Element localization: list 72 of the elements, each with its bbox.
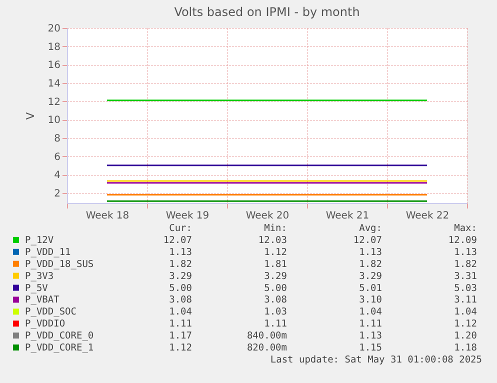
text: 1.13 bbox=[169, 246, 192, 258]
text: 1.12 bbox=[264, 246, 287, 258]
text: 1.11 bbox=[359, 318, 382, 330]
text: 12.09 bbox=[448, 234, 478, 246]
text: Cur: bbox=[169, 223, 192, 234]
text: 3.29 bbox=[169, 270, 192, 282]
legend-label: P_VDDIO bbox=[25, 318, 66, 330]
x-tick-label: Week 20 bbox=[246, 210, 290, 222]
text: 3.11 bbox=[454, 294, 478, 306]
text: 3.29 bbox=[359, 270, 382, 282]
y-tick-label: 8 bbox=[54, 133, 60, 144]
legend-label: P_12V bbox=[25, 234, 54, 246]
y-tick-label: 20 bbox=[48, 24, 60, 34]
x-tick-label: Week 18 bbox=[86, 210, 130, 222]
text: 1.13 bbox=[359, 246, 382, 258]
text: 5.00 bbox=[169, 282, 192, 294]
text: 1.13 bbox=[359, 330, 382, 342]
text: 12.07 bbox=[163, 234, 192, 246]
text: 1.81 bbox=[264, 258, 288, 270]
text: 1.12 bbox=[454, 318, 477, 330]
y-tick-label: 4 bbox=[54, 170, 60, 182]
legend-label: P_VDD_SOC bbox=[25, 306, 76, 318]
text: 840.00m bbox=[246, 330, 288, 342]
legend-label: P_VDD_18_SUS bbox=[25, 258, 94, 270]
x-tick-label: Week 21 bbox=[326, 210, 370, 222]
text: 1.17 bbox=[169, 330, 192, 342]
x-tick-label: Week 19 bbox=[166, 210, 210, 222]
legend-label: P_VDD_11 bbox=[25, 246, 72, 258]
y-tick-label: 10 bbox=[48, 115, 60, 126]
text: 1.82 bbox=[169, 258, 192, 270]
legend-label: P_VDD_CORE_0 bbox=[25, 330, 94, 342]
text: Last update: Sat May 31 01:00:08 2025 bbox=[270, 354, 482, 366]
text: 3.08 bbox=[169, 294, 192, 306]
text: 820.00m bbox=[246, 342, 288, 354]
y-tick-label: 12 bbox=[48, 96, 60, 108]
chart-title: Volts based on IPMI - by month bbox=[174, 5, 360, 19]
text: Min: bbox=[264, 223, 287, 234]
legend-label: P_VBAT bbox=[25, 294, 60, 306]
text: 5.00 bbox=[264, 282, 288, 294]
text: 1.03 bbox=[264, 306, 287, 318]
y-tick-label: 14 bbox=[48, 78, 60, 90]
text: Avg: bbox=[359, 223, 382, 234]
legend-label: P_VDD_CORE_1 bbox=[25, 342, 94, 354]
text: 1.18 bbox=[454, 342, 478, 354]
text: 1.15 bbox=[359, 342, 382, 354]
text: 1.12 bbox=[169, 342, 192, 354]
text: 1.82 bbox=[359, 258, 382, 270]
text: 1.13 bbox=[454, 246, 477, 258]
text: 1.11 bbox=[264, 318, 288, 330]
text: 12.07 bbox=[353, 234, 382, 246]
y-tick-label: 2 bbox=[54, 188, 60, 200]
text: 5.01 bbox=[359, 282, 382, 294]
x-tick-label: Week 22 bbox=[406, 210, 450, 222]
text: 3.08 bbox=[264, 294, 288, 306]
y-tick-label: 18 bbox=[48, 42, 60, 53]
text: 3.31 bbox=[454, 270, 478, 282]
legend-label: P_5V bbox=[25, 282, 48, 294]
text: 1.04 bbox=[359, 306, 382, 318]
text: 5.03 bbox=[454, 282, 477, 294]
text: 1.82 bbox=[454, 258, 477, 270]
text: 3.29 bbox=[264, 270, 288, 282]
y-axis-title: V bbox=[24, 112, 37, 120]
text: 1.20 bbox=[454, 330, 478, 342]
text: 3.10 bbox=[359, 294, 382, 306]
text: 1.04 bbox=[454, 306, 478, 318]
y-tick-label: 6 bbox=[54, 152, 60, 163]
legend-label: P_3V3 bbox=[25, 270, 54, 282]
y-tick-label: 16 bbox=[48, 60, 60, 72]
text: Max: bbox=[454, 223, 477, 234]
text: 1.11 bbox=[169, 318, 192, 330]
text: 1.04 bbox=[169, 306, 192, 318]
text: 12.03 bbox=[258, 234, 287, 246]
